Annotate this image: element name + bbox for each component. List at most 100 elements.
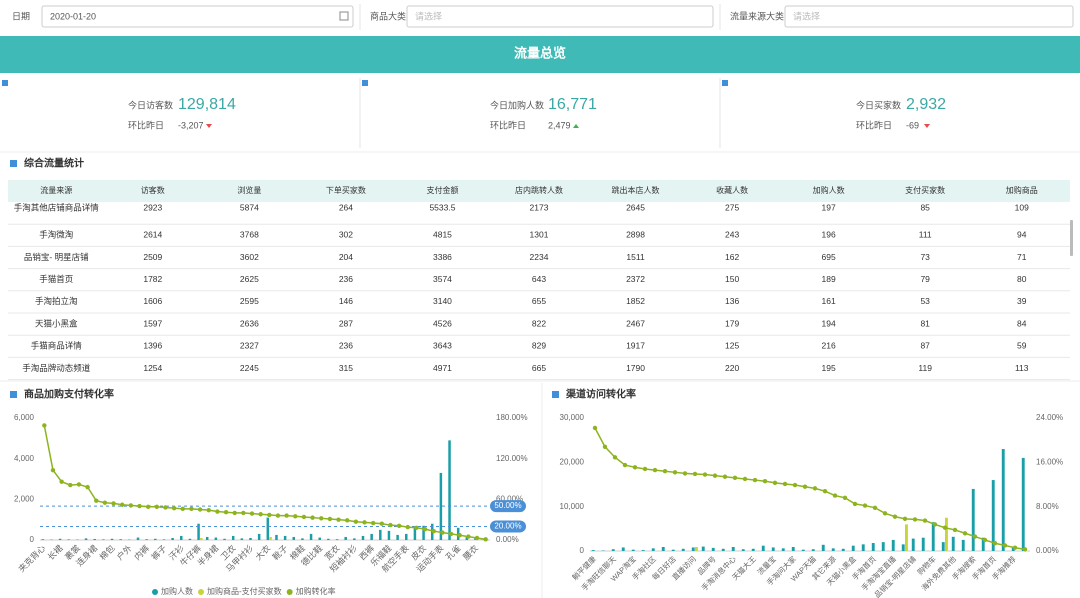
table-cell: 4526 (433, 318, 452, 328)
bar (991, 480, 995, 551)
line-point (932, 522, 938, 527)
table-cell: 1597 (143, 318, 162, 328)
line-point (712, 473, 718, 478)
table-cell: 73 (920, 252, 930, 262)
line-point (145, 504, 151, 509)
table-cell: 手猫商品详情 (31, 341, 83, 351)
x-tick-label: 夹克背心 (16, 543, 47, 574)
filter-icon (722, 80, 728, 86)
bar (154, 538, 157, 540)
line-point (440, 530, 445, 535)
table-header-bg (8, 180, 1070, 200)
line-point (111, 501, 116, 506)
bar (981, 537, 985, 551)
line-point (42, 423, 47, 428)
section-icon (10, 160, 17, 167)
table-cell: 3386 (433, 252, 452, 262)
line-point (197, 507, 203, 512)
table-cell: 2923 (143, 202, 162, 212)
y2-tick-label: 16.00% (1036, 457, 1063, 466)
bar (200, 537, 203, 540)
line-point (972, 534, 978, 539)
bar (881, 542, 885, 551)
bar (901, 544, 905, 551)
bar (249, 537, 252, 540)
table-cell: 2645 (626, 202, 645, 212)
legend-swatch (152, 589, 158, 595)
kpi-label: 今日买家数 (856, 99, 901, 110)
bar (741, 549, 745, 551)
table-cell: 2595 (240, 296, 259, 306)
table-cell: 216 (822, 341, 836, 351)
line-point (592, 425, 598, 431)
x-tick-label: 腰衣 (461, 543, 480, 562)
section-icon (552, 391, 559, 398)
table-cell: 2234 (530, 252, 549, 262)
calendar-icon[interactable] (339, 11, 349, 21)
table-cell: 829 (532, 341, 546, 351)
bar (119, 539, 122, 540)
legend-label: 加购人数 (161, 586, 193, 596)
bar (283, 535, 287, 540)
filter-label: 商品大类 (370, 10, 406, 21)
filter-label: 日期 (12, 11, 30, 21)
line-point (782, 481, 788, 487)
bar (448, 440, 451, 540)
select-input[interactable] (784, 5, 1074, 28)
table-cell: 643 (532, 274, 546, 284)
select-input[interactable] (406, 5, 714, 28)
bar (941, 542, 945, 551)
bar (58, 538, 62, 540)
table-cell: 220 (725, 363, 739, 373)
line-point (215, 509, 220, 514)
column-header: 收藏人数 (716, 185, 748, 195)
filter-placeholder: 请选择 (793, 10, 820, 21)
bar (871, 543, 875, 551)
bar (951, 536, 955, 551)
kpi-change: 2,479 (548, 120, 571, 130)
table-cell: 39 (1017, 296, 1027, 306)
line-point (852, 501, 858, 507)
bar (41, 539, 45, 540)
line-point (310, 515, 315, 520)
bar (671, 549, 675, 551)
line-point (267, 512, 272, 518)
line-point (275, 513, 281, 518)
kpi-card: 今日买家数 2,932 环比昨日 -69 (722, 80, 946, 130)
table-cell: 113 (1015, 363, 1029, 373)
table-cell: 手淘品牌动态频道 (22, 363, 91, 373)
bar (821, 544, 825, 551)
table-cell: 1790 (626, 363, 645, 373)
bar (961, 539, 965, 551)
bar (361, 535, 365, 540)
table-cell: 53 (920, 296, 930, 306)
bar (465, 536, 469, 540)
line-point (622, 462, 628, 468)
kpi-change: -3,207 (178, 120, 204, 130)
bar (257, 533, 261, 540)
line-point (180, 506, 185, 512)
line-point (832, 493, 838, 498)
bar (162, 539, 166, 540)
mark-line-label: 50.00% (494, 501, 521, 510)
table-cell: 136 (725, 296, 739, 306)
bar (93, 538, 96, 540)
bar (301, 538, 304, 540)
line-point (76, 482, 82, 487)
kpi-compare-label: 环比昨日 (128, 119, 164, 130)
y-tick-label: 20,000 (560, 457, 585, 466)
bar (102, 539, 105, 540)
line-point (772, 480, 778, 486)
line-point (345, 518, 350, 523)
bar (1011, 547, 1015, 551)
bar (309, 533, 313, 540)
line-point (762, 478, 768, 484)
scrollbar[interactable] (1070, 220, 1073, 256)
table-cell: 146 (339, 296, 353, 306)
date-input[interactable] (41, 5, 354, 28)
up-arrow (573, 124, 579, 128)
line-point (94, 498, 99, 503)
line-point (872, 505, 878, 510)
table-cell: 1254 (143, 363, 162, 373)
table-cell: 2625 (240, 274, 259, 284)
